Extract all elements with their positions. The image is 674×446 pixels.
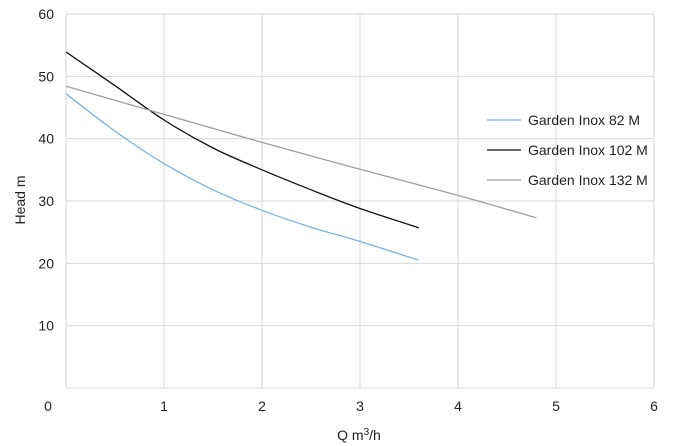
series-line-1 bbox=[65, 93, 419, 261]
plot-border bbox=[65, 14, 654, 389]
x-tick-label: 6 bbox=[650, 398, 658, 414]
x-tick-label: 4 bbox=[454, 398, 462, 414]
y-axis-title: Head m bbox=[12, 175, 28, 224]
x-axis-title: Q m3/h bbox=[337, 427, 381, 443]
grid bbox=[66, 13, 655, 388]
y-tick-label: 60 bbox=[38, 6, 54, 22]
y-tick-label: 50 bbox=[38, 68, 54, 84]
y-tick-labels: 10 20 30 40 50 60 bbox=[38, 6, 54, 334]
x-tick-label: 0 bbox=[44, 398, 52, 414]
series-line-2 bbox=[65, 51, 420, 229]
series-group bbox=[65, 51, 537, 261]
x-tick-label: 2 bbox=[258, 398, 266, 414]
x-tick-label: 5 bbox=[552, 398, 560, 414]
x-tick-labels: 0 1 2 3 4 5 6 bbox=[44, 398, 658, 414]
x-tick-label: 1 bbox=[160, 398, 168, 414]
y-tick-label: 20 bbox=[38, 255, 54, 271]
series-line-3 bbox=[65, 85, 537, 219]
legend-label-3: Garden Inox 132 M bbox=[528, 172, 648, 188]
legend-label-2: Garden Inox 102 M bbox=[528, 142, 648, 158]
legend-label-1: Garden Inox 82 M bbox=[528, 112, 640, 128]
legend: Garden Inox 82 M Garden Inox 102 M Garden … bbox=[487, 112, 648, 188]
y-tick-label: 30 bbox=[38, 193, 54, 209]
y-tick-label: 40 bbox=[38, 131, 54, 147]
x-tick-label: 3 bbox=[356, 398, 364, 414]
y-tick-label: 10 bbox=[38, 318, 54, 334]
